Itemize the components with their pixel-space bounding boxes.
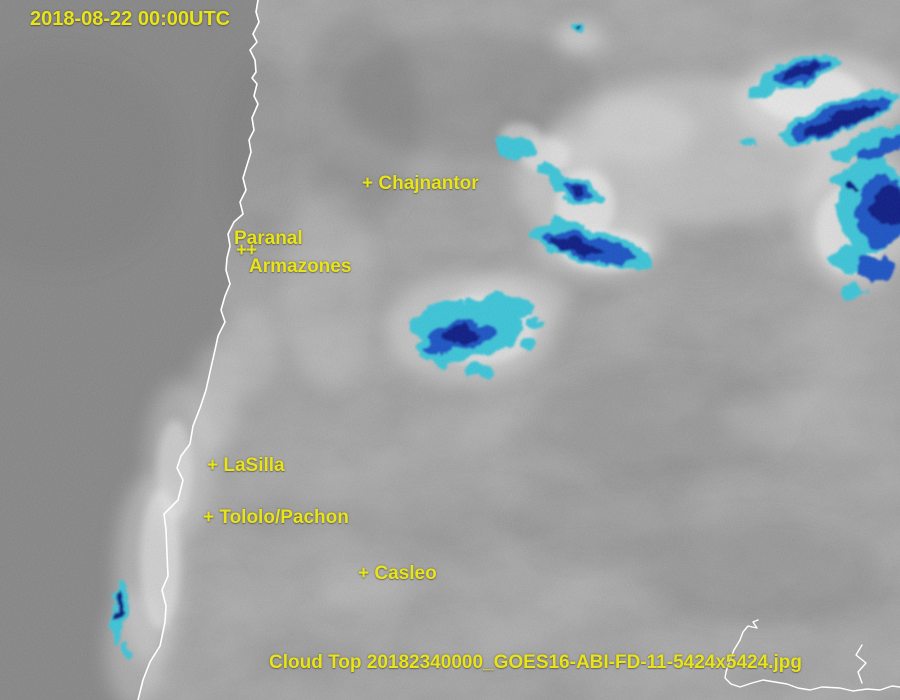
- boundary-path: [724, 619, 900, 692]
- site-label-chajnantor: + Chajnantor: [362, 173, 479, 194]
- site-label-lasilla: + LaSilla: [207, 455, 285, 476]
- site-label-casleo: + Casleo: [358, 563, 437, 584]
- timestamp-label: 2018-08-22 00:00UTC: [30, 8, 231, 30]
- filename-caption: Cloud Top 20182340000_GOES16-ABI-FD-11-5…: [269, 652, 802, 673]
- site-label-paranal: Paranal: [234, 228, 303, 249]
- boundary-branch-path: [855, 644, 867, 684]
- site-label-tololo-pachon: + Tololo/Pachon: [203, 507, 349, 528]
- paranal-armazones-plus-markers: ++: [236, 240, 257, 261]
- site-label-armazones: Armazones: [249, 256, 352, 277]
- coastline-path: [137, 0, 260, 700]
